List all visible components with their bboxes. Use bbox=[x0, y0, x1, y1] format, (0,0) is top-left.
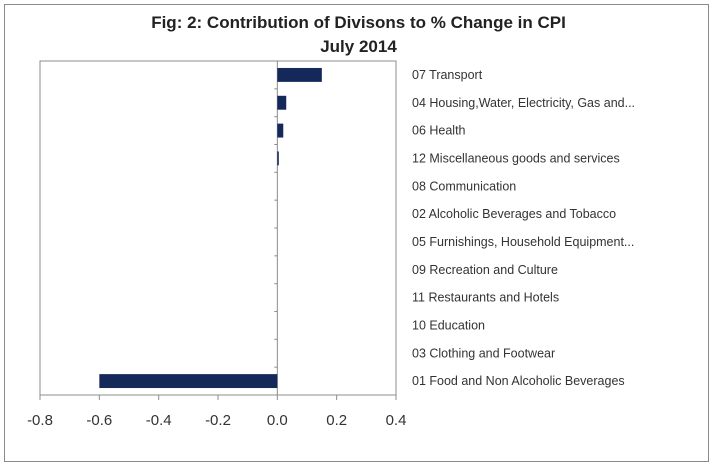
x-tick-label: -0.2 bbox=[205, 412, 231, 429]
bar bbox=[277, 123, 284, 138]
category-label: 11 Restaurants and Hotels bbox=[412, 291, 559, 305]
category-label: 04 Housing,Water, Electricity, Gas and..… bbox=[412, 96, 635, 110]
category-label: 10 Education bbox=[412, 318, 485, 332]
x-tick-label: 0.2 bbox=[326, 412, 347, 429]
plot-area bbox=[39, 60, 397, 396]
bar bbox=[277, 67, 322, 82]
bar bbox=[99, 374, 278, 389]
chart-title: Fig: 2: Contribution of Divisons to % Ch… bbox=[151, 13, 566, 32]
category-label: 05 Furnishings, Household Equipment... bbox=[412, 235, 634, 249]
x-tick-label: -0.8 bbox=[27, 412, 53, 429]
category-label: 07 Transport bbox=[412, 68, 483, 82]
category-label: 01 Food and Non Alcoholic Beverages bbox=[412, 374, 625, 388]
chart-subtitle: July 2014 bbox=[320, 37, 397, 56]
category-label: 12 Miscellaneous goods and services bbox=[412, 151, 620, 165]
bar bbox=[277, 95, 287, 110]
category-label: 06 Health bbox=[412, 124, 466, 138]
x-tick-label: -0.4 bbox=[146, 412, 172, 429]
category-label: 08 Communication bbox=[412, 179, 516, 193]
bar bbox=[277, 151, 279, 166]
x-tick-label: 0.0 bbox=[267, 412, 288, 429]
x-tick-label: 0.4 bbox=[386, 412, 407, 429]
category-label: 09 Recreation and Culture bbox=[412, 263, 558, 277]
category-label: 02 Alcoholic Beverages and Tobacco bbox=[412, 207, 616, 221]
x-tick-label: -0.6 bbox=[86, 412, 112, 429]
category-label: 03 Clothing and Footwear bbox=[412, 346, 555, 360]
